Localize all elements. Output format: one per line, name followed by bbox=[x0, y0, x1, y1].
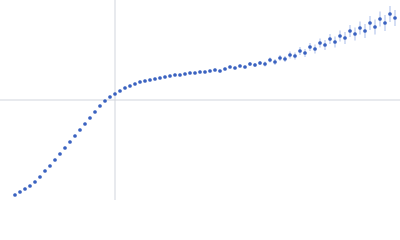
point bbox=[293, 54, 297, 58]
point bbox=[148, 78, 152, 82]
point bbox=[373, 25, 377, 29]
point bbox=[48, 164, 52, 168]
point bbox=[123, 86, 127, 90]
point bbox=[88, 116, 92, 120]
point bbox=[98, 104, 102, 108]
point bbox=[23, 187, 27, 191]
point bbox=[283, 57, 287, 61]
point bbox=[368, 21, 372, 25]
point bbox=[93, 110, 97, 114]
point bbox=[108, 95, 112, 99]
point bbox=[393, 16, 397, 20]
point bbox=[228, 65, 232, 69]
point bbox=[258, 61, 262, 65]
point bbox=[118, 89, 122, 93]
point bbox=[173, 73, 177, 77]
point bbox=[58, 152, 62, 156]
point bbox=[138, 80, 142, 84]
point bbox=[103, 99, 107, 103]
point bbox=[153, 77, 157, 81]
point bbox=[253, 63, 257, 67]
point bbox=[243, 65, 247, 69]
point bbox=[363, 29, 367, 33]
point bbox=[328, 37, 332, 41]
point bbox=[288, 53, 292, 57]
point bbox=[248, 62, 252, 66]
point bbox=[303, 51, 307, 55]
point bbox=[308, 45, 312, 49]
point bbox=[238, 64, 242, 68]
point bbox=[278, 56, 282, 60]
point bbox=[198, 70, 202, 74]
point bbox=[378, 17, 382, 21]
point bbox=[348, 29, 352, 33]
point bbox=[333, 40, 337, 44]
point bbox=[168, 74, 172, 78]
point bbox=[353, 32, 357, 36]
point bbox=[188, 71, 192, 75]
point bbox=[53, 158, 57, 162]
point bbox=[178, 73, 182, 77]
point bbox=[63, 146, 67, 150]
point bbox=[268, 58, 272, 62]
chart bbox=[0, 0, 400, 200]
point bbox=[183, 72, 187, 76]
point bbox=[213, 68, 217, 72]
point bbox=[273, 60, 277, 64]
point bbox=[143, 79, 147, 83]
point bbox=[133, 82, 137, 86]
point bbox=[358, 26, 362, 30]
point bbox=[83, 122, 87, 126]
point bbox=[383, 21, 387, 25]
point bbox=[13, 193, 17, 197]
point bbox=[233, 66, 237, 70]
point bbox=[158, 76, 162, 80]
point bbox=[208, 69, 212, 73]
point bbox=[163, 75, 167, 79]
point bbox=[323, 43, 327, 47]
point bbox=[313, 47, 317, 51]
point bbox=[223, 67, 227, 71]
point bbox=[28, 184, 32, 188]
point bbox=[318, 41, 322, 45]
point bbox=[18, 190, 22, 194]
point bbox=[203, 70, 207, 74]
point bbox=[73, 134, 77, 138]
point bbox=[343, 36, 347, 40]
point bbox=[128, 84, 132, 88]
point bbox=[388, 12, 392, 16]
point bbox=[298, 49, 302, 53]
point bbox=[33, 180, 37, 184]
point bbox=[193, 71, 197, 75]
point bbox=[338, 34, 342, 38]
point bbox=[43, 169, 47, 173]
point bbox=[78, 128, 82, 132]
point bbox=[113, 92, 117, 96]
point bbox=[38, 175, 42, 179]
point bbox=[218, 69, 222, 73]
point bbox=[263, 62, 267, 66]
point bbox=[68, 140, 72, 144]
